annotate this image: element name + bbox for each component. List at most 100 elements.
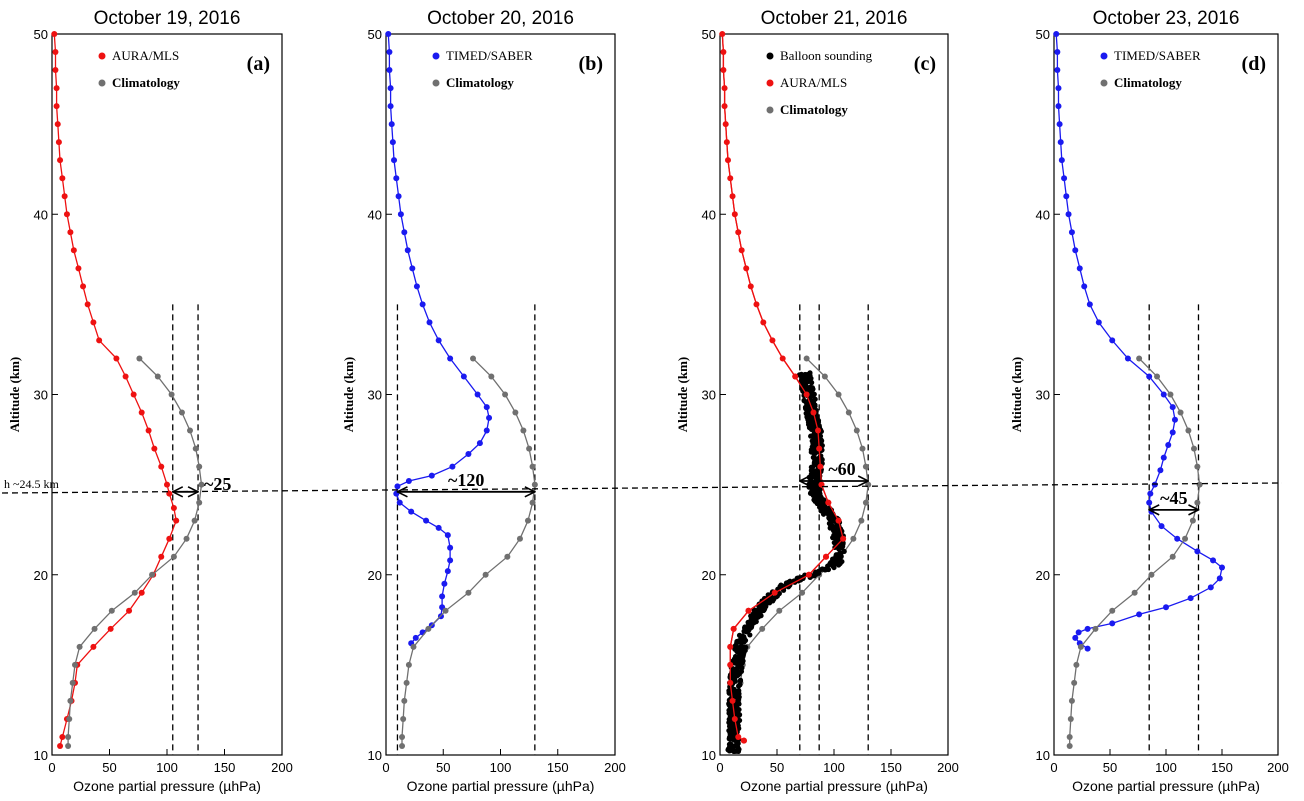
series-line [53,33,177,747]
data-point [1055,103,1062,110]
balloon-point [832,524,838,530]
y-tick-label: 10 [34,748,48,763]
data-point [486,414,493,421]
data-point [403,679,410,686]
data-point [442,607,449,614]
y-tick-label: 10 [1036,748,1050,763]
series-aura-mls [51,31,180,749]
panel-d: October 23, 2016 0 50 100 150 200 10 20 30 40 50 Oz… [1009,8,1289,794]
data-point [108,607,115,614]
data-point [476,440,483,447]
y-tick-label: 20 [368,568,382,583]
data-point [1157,467,1164,474]
data-point [805,571,812,578]
data-point [815,427,822,434]
legend-marker [1100,52,1108,60]
legend-label: Balloon sounding [780,48,873,63]
data-point [90,319,97,326]
x-tick-label: 100 [823,760,845,775]
series-line [401,357,536,746]
data-point [1073,661,1080,668]
y-tick-label: 20 [1036,568,1050,583]
data-point [90,643,97,650]
x-axis-label: Ozone partial pressure (µhPa) [407,778,595,794]
y-tick-label: 50 [34,27,48,42]
panel-title: October 19, 2016 [94,8,241,29]
data-point [1146,499,1153,506]
data-point [745,607,752,614]
data-point [835,391,842,398]
balloon-point [730,686,737,693]
y-tick-label: 30 [1036,388,1050,403]
balloon-point [815,417,822,424]
data-point [122,373,129,380]
data-point [386,49,393,56]
balloon-point [732,748,738,754]
data-point [1072,247,1079,254]
data-point [1177,409,1184,416]
balloon-point [739,665,745,671]
data-point [399,733,406,740]
data-point [727,661,734,668]
data-point [54,121,61,128]
panel-label: (b) [579,53,603,75]
balloon-point [739,633,746,639]
data-point [57,742,64,749]
y-tick-label: 30 [34,388,48,403]
data-point [1076,265,1083,272]
data-point [423,517,430,524]
balloon-point [818,439,824,445]
balloon-point [732,645,738,651]
data-point [138,409,145,416]
x-axis-label: Ozone partial pressure (µhPa) [73,778,261,794]
data-point [91,625,98,632]
data-point [76,643,83,650]
legend-label: AURA/MLS [112,48,179,63]
data-point [413,283,420,290]
data-point [1169,553,1176,560]
data-point [740,737,747,744]
legend-label: TIMED/SABER [446,48,533,63]
balloon-point [758,608,764,614]
balloon-point [813,485,819,491]
data-point [1071,679,1078,686]
data-point [447,355,454,362]
data-point [449,463,456,470]
data-point [512,409,519,416]
data-point [853,427,860,434]
data-point [483,404,490,411]
legend-marker [766,79,774,87]
data-point [727,679,734,686]
data-point [1169,404,1176,411]
data-point [408,508,415,515]
y-tick-label: 40 [34,207,48,222]
y-tick-label: 20 [702,568,716,583]
panel-title: October 23, 2016 [1093,8,1240,29]
data-point [730,625,737,632]
balloon-point [809,390,815,396]
data-point [52,67,59,74]
reference-altitude-label: h ~24.5 km [4,477,59,491]
data-point [803,391,810,398]
data-point [524,517,531,524]
legend-label: Climatology [112,75,180,90]
data-point [1148,571,1155,578]
data-point [401,229,408,236]
data-point [482,571,489,578]
series-line [1069,357,1201,746]
balloon-point [827,510,833,516]
balloon-point [736,671,742,677]
balloon-point [807,424,813,430]
balloon-point [810,438,817,444]
data-point [1077,643,1084,650]
balloon-point [836,542,842,548]
balloon-point [734,703,740,709]
data-point [1160,454,1167,461]
data-point [52,49,59,56]
data-point [107,625,114,632]
data-point [803,355,810,362]
data-point [84,301,91,308]
data-point [759,625,766,632]
series-line [735,357,869,746]
